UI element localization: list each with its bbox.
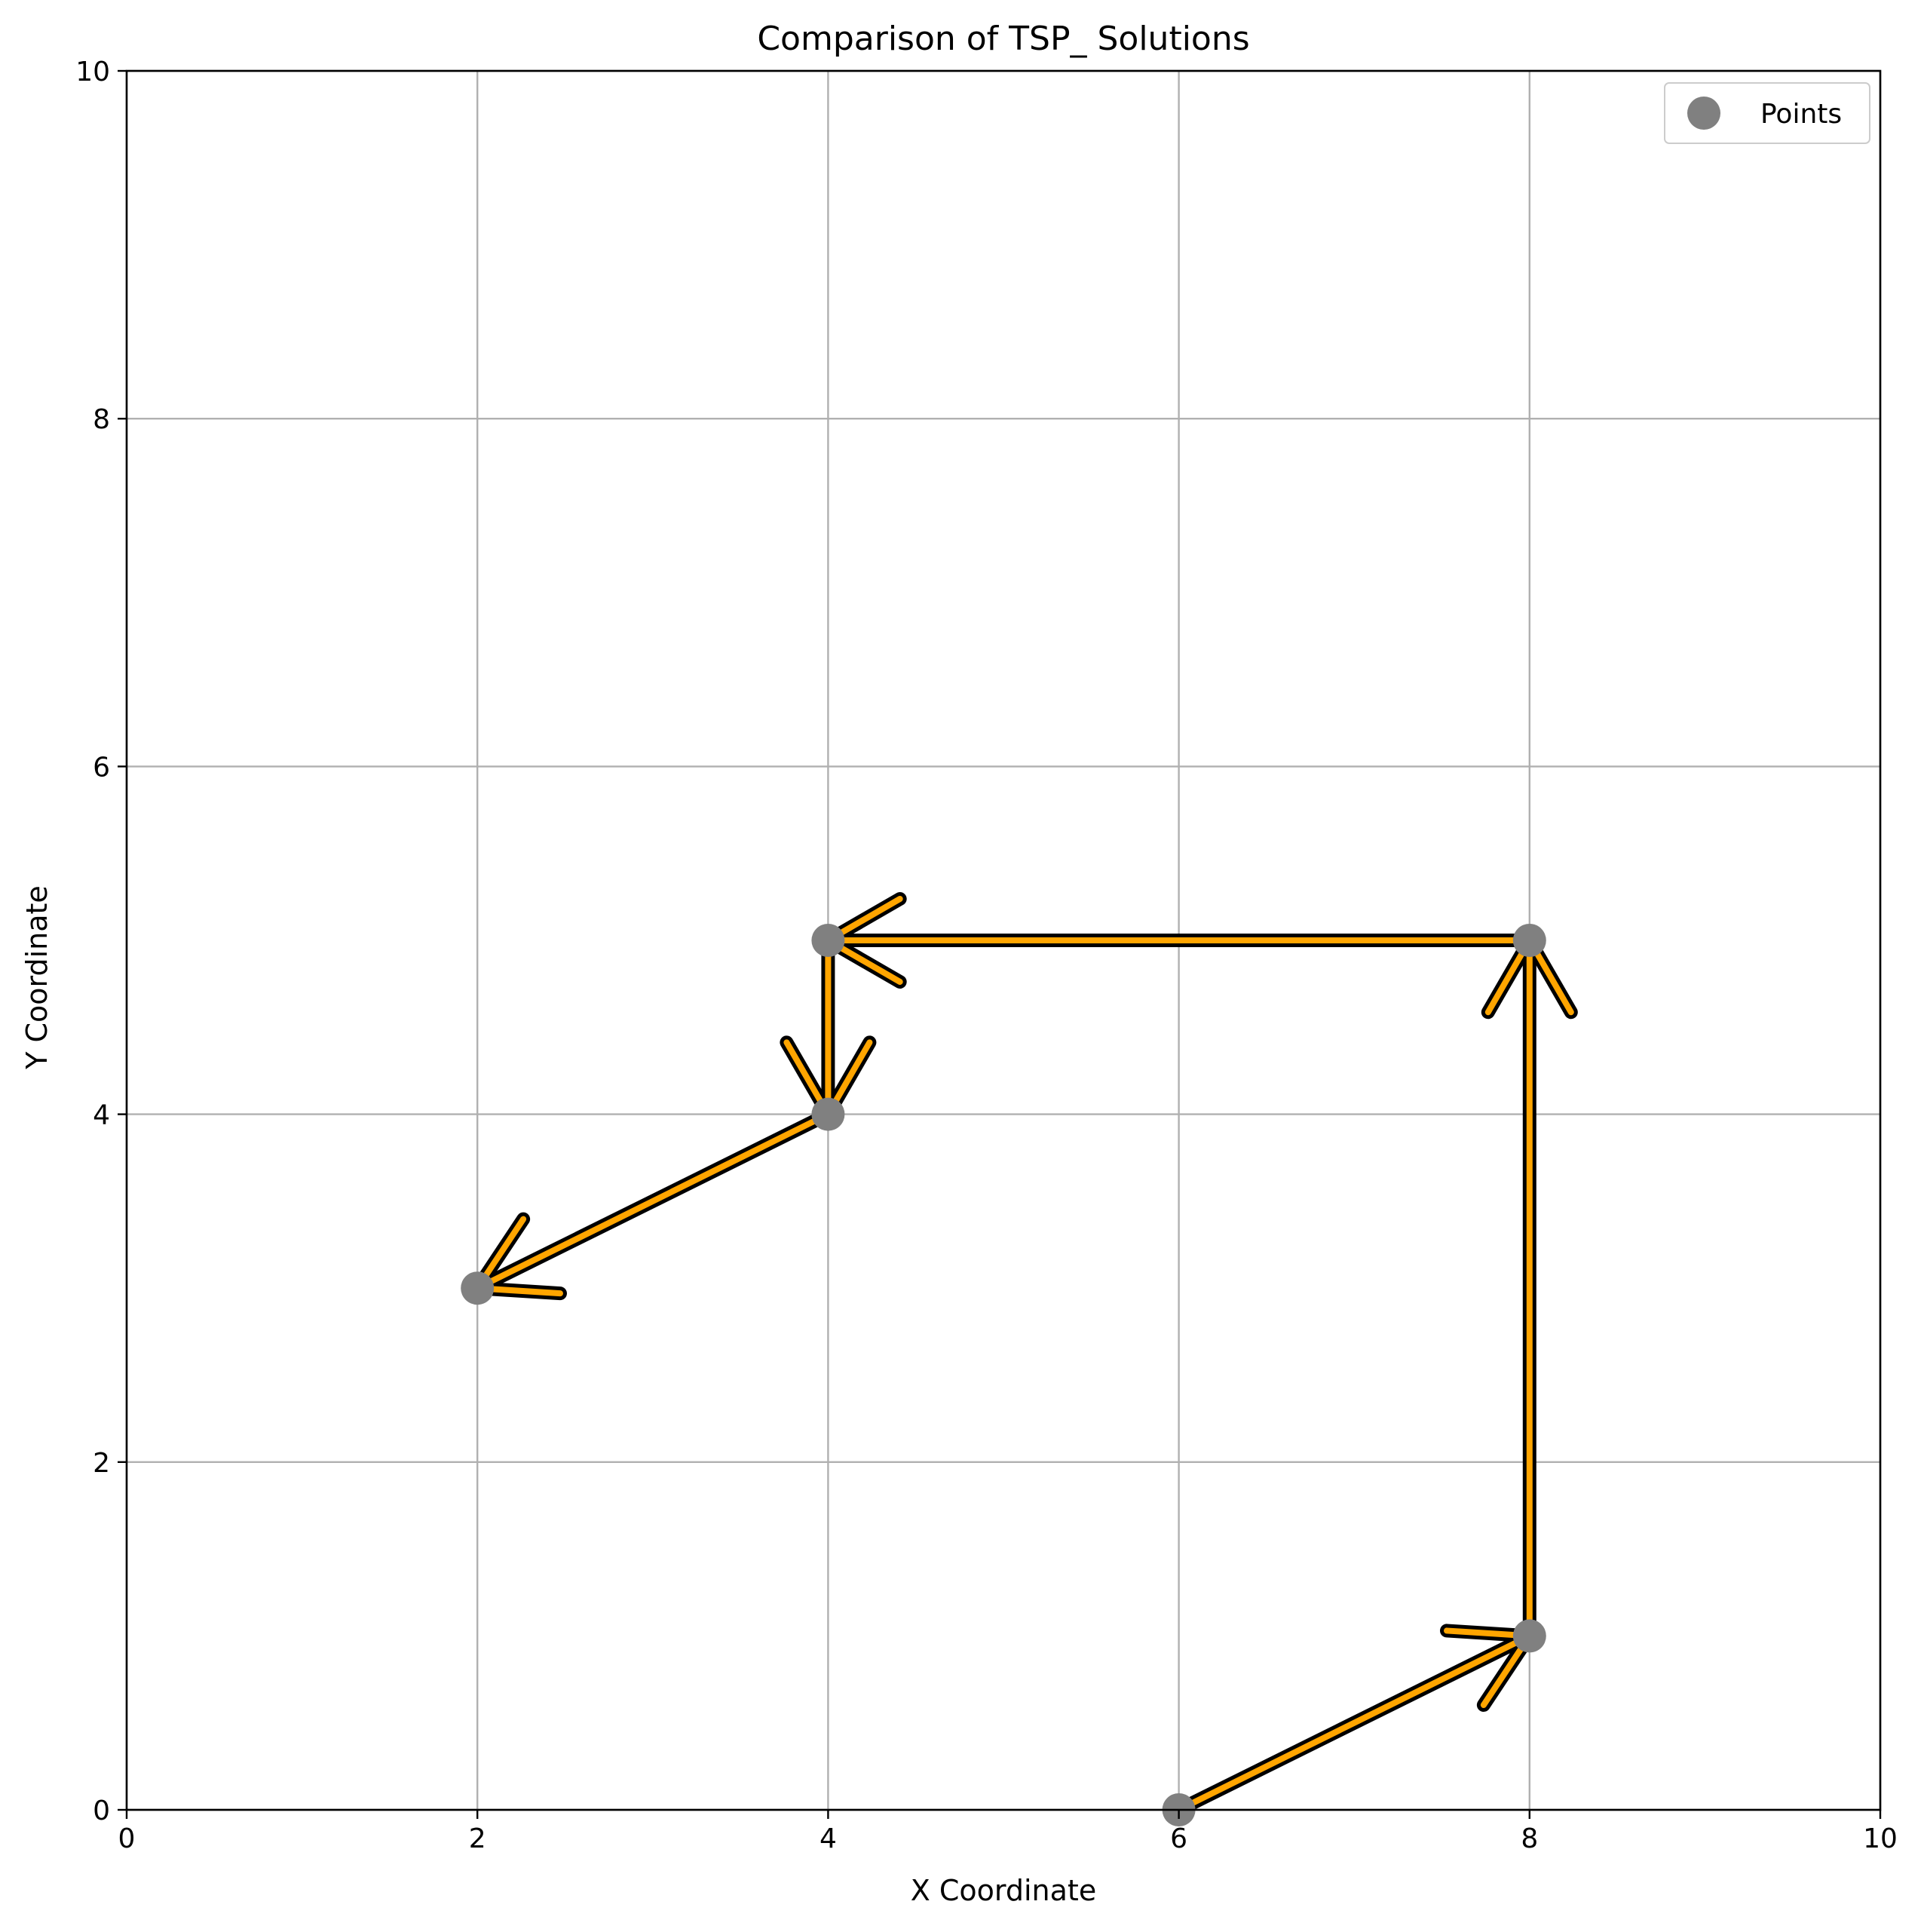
point-marker xyxy=(811,924,845,957)
route-layer xyxy=(470,892,1578,1817)
route-segment xyxy=(474,1111,832,1292)
y-tick-label: 10 xyxy=(75,57,110,87)
y-tick-label: 4 xyxy=(93,1100,110,1131)
chart-title: Comparison of TSP_ Solutions xyxy=(757,20,1249,58)
legend: Points xyxy=(1664,82,1870,144)
route-segment xyxy=(1175,1633,1533,1813)
y-axis-title: Y Coordinate xyxy=(20,885,54,1070)
legend-label-points: Points xyxy=(1760,99,1842,130)
legend-marker-points xyxy=(1687,97,1720,130)
x-tick-label: 8 xyxy=(1521,1823,1538,1854)
x-tick-label: 0 xyxy=(118,1823,136,1854)
tick-layer: 0 2 4 6 8 10 0 2 4 6 8 10 xyxy=(75,57,1898,1854)
point-marker xyxy=(1512,1619,1546,1653)
x-tick-label: 2 xyxy=(469,1823,486,1854)
point-marker xyxy=(811,1097,845,1131)
axes-frame xyxy=(125,69,1882,1811)
points-layer xyxy=(461,924,1546,1826)
x-axis-title: X Coordinate xyxy=(911,1874,1096,1907)
plot-frame xyxy=(125,69,1882,1811)
y-tick-label: 2 xyxy=(93,1448,110,1479)
y-tick-label: 6 xyxy=(93,752,110,783)
x-tick-label: 10 xyxy=(1863,1823,1898,1854)
point-marker xyxy=(1512,924,1546,957)
legend-box xyxy=(1664,82,1870,144)
y-tick-label: 0 xyxy=(93,1796,110,1826)
x-tick-label: 6 xyxy=(1170,1823,1187,1854)
y-tick-label: 8 xyxy=(93,404,110,435)
point-marker xyxy=(461,1271,495,1305)
x-tick-label: 4 xyxy=(820,1823,837,1854)
